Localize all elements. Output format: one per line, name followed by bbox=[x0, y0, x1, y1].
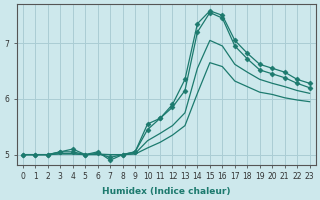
X-axis label: Humidex (Indice chaleur): Humidex (Indice chaleur) bbox=[102, 187, 230, 196]
